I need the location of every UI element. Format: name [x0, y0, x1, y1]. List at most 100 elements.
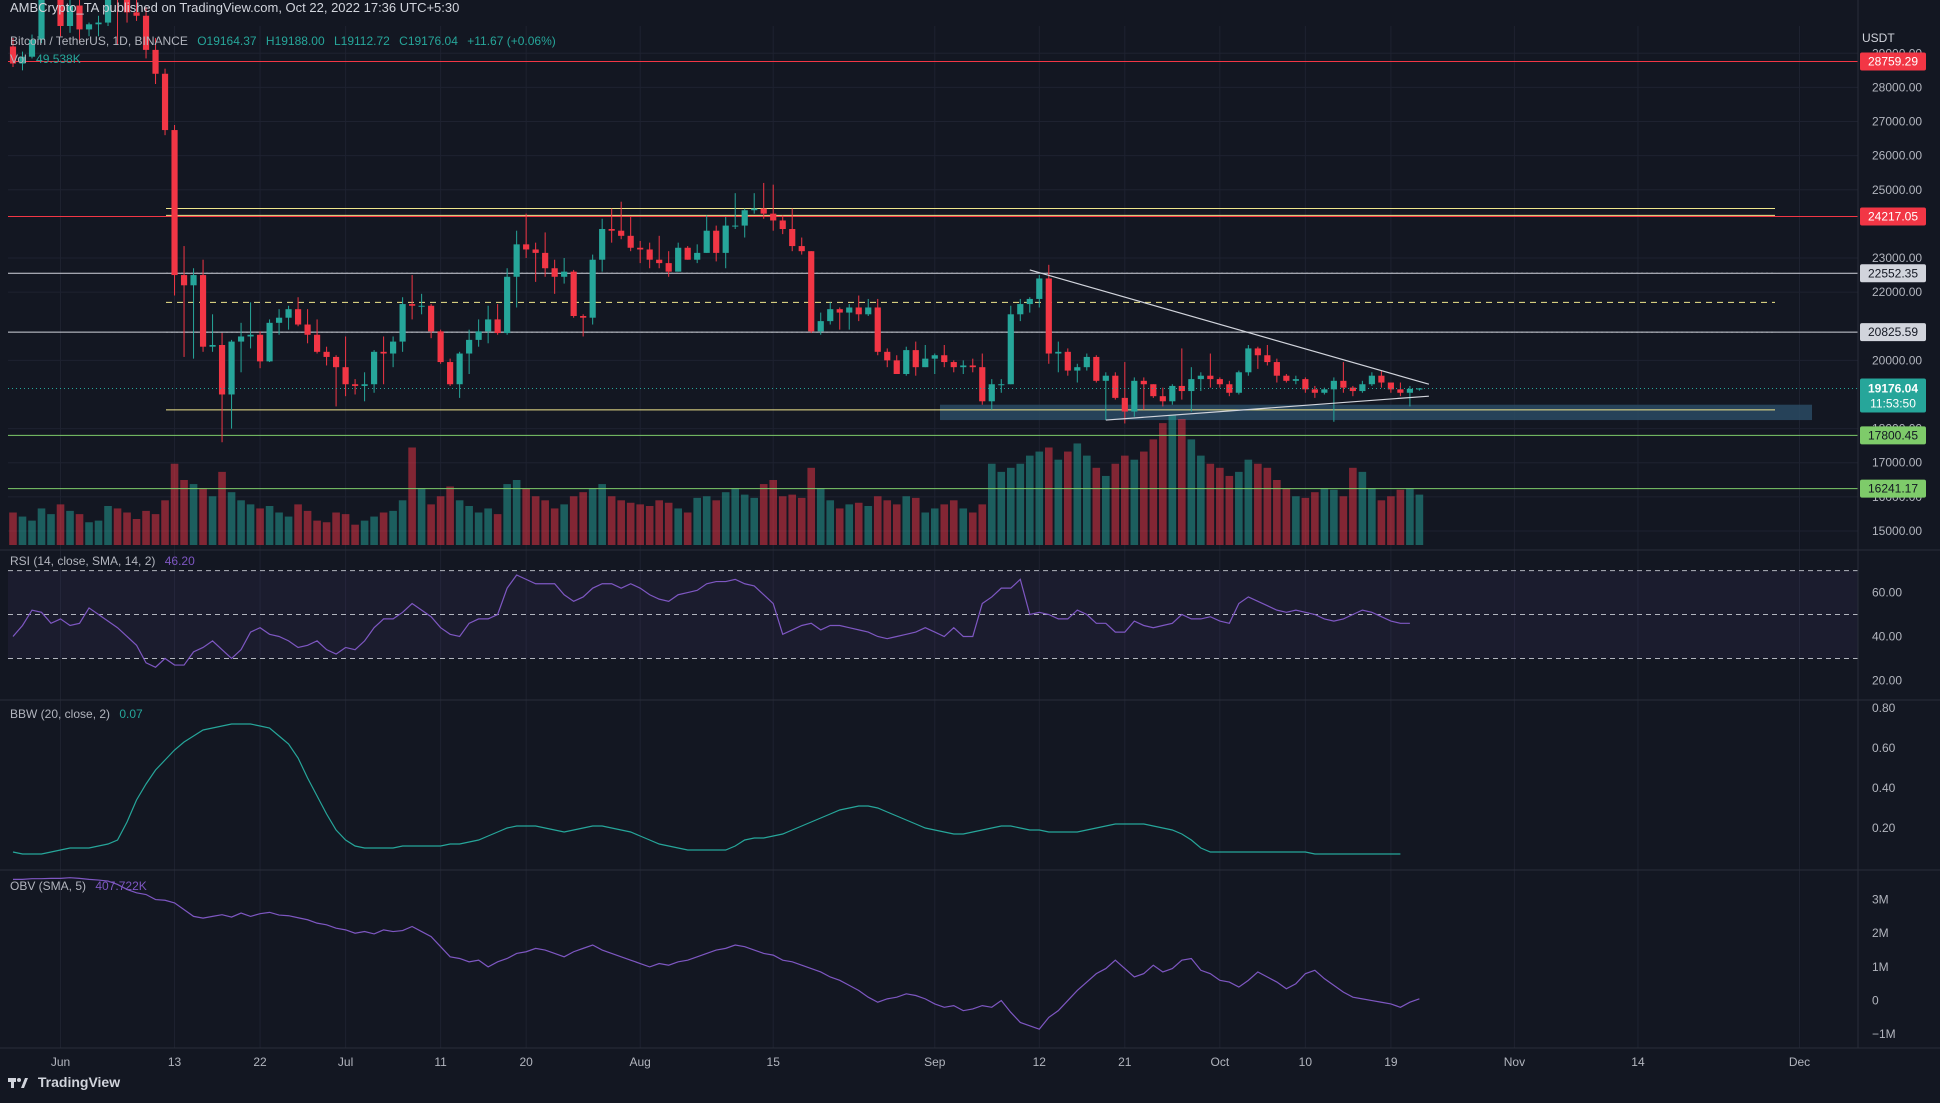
volume-bar: [512, 480, 521, 545]
volume-bar: [37, 508, 46, 545]
candle-body: [1150, 384, 1157, 397]
rsi-legend[interactable]: RSI (14, close, SMA, 14, 2) 46.20: [10, 554, 195, 568]
candle-body: [466, 339, 473, 354]
candle-body: [960, 365, 967, 368]
candle-body: [941, 355, 948, 363]
volume-bar: [75, 514, 84, 545]
obv-tick: −1M: [1872, 1027, 1896, 1041]
candle-body: [180, 275, 188, 286]
candle-body: [665, 263, 672, 272]
candle-body: [589, 259, 596, 318]
volume-bar: [351, 524, 359, 545]
volume-legend[interactable]: Vol 49.538K: [10, 52, 81, 66]
level-badge: [1860, 323, 1926, 342]
volume-bar: [883, 500, 892, 545]
volume-bar: [503, 484, 511, 545]
level-badge: [1860, 264, 1926, 283]
rsi-line: [12, 574, 1410, 668]
candle-body: [361, 384, 368, 386]
price-axis[interactable]: USDT29000.0028000.0027000.0026000.002500…: [8, 31, 1926, 538]
volume-bar: [664, 502, 673, 545]
level-badge: [1860, 52, 1926, 71]
candle-body: [1368, 375, 1375, 385]
candle-body: [988, 384, 995, 402]
volume-bar: [816, 488, 825, 545]
volume-value: 49.538K: [36, 52, 81, 66]
candle-body: [104, 0, 112, 23]
volume-bar: [940, 504, 949, 545]
candle-body: [1321, 389, 1328, 393]
volume-bar: [550, 508, 559, 545]
volume-bar: [493, 514, 502, 545]
candle-body: [1026, 298, 1033, 305]
candle-body: [637, 247, 644, 250]
candle-body: [1093, 356, 1100, 381]
candle-body: [1112, 375, 1119, 398]
volume-bar: [151, 514, 160, 545]
price-tick: 23000.00: [1872, 251, 1922, 265]
volume-bar: [826, 500, 835, 545]
volume-bar: [360, 520, 369, 545]
time-tick: 10: [1299, 1055, 1313, 1069]
candle-body: [494, 319, 501, 334]
volume-bar: [341, 514, 350, 545]
symbol-legend[interactable]: Bitcoin / TetherUS, 1D, BINANCE O19164.3…: [10, 34, 562, 48]
candle-body: [1045, 278, 1052, 354]
candle-body: [1311, 389, 1318, 393]
volume-bar: [322, 522, 331, 545]
candle-body: [713, 230, 720, 253]
candle-body: [485, 319, 492, 332]
current-price-badge: [1860, 378, 1926, 413]
candle-body: [304, 324, 311, 335]
tradingview-brand[interactable]: TradingView: [8, 1074, 120, 1090]
bbw-legend[interactable]: BBW (20, close, 2) 0.07: [10, 707, 143, 721]
volume-bar: [332, 512, 340, 545]
volume-bar: [313, 520, 321, 545]
volume-bar: [588, 488, 597, 545]
symbol-name[interactable]: Bitcoin / TetherUS, 1D, BINANCE: [10, 34, 188, 48]
candle-body: [865, 307, 872, 315]
volume-bar: [379, 512, 388, 545]
time-tick: 21: [1118, 1055, 1132, 1069]
volume-bar: [427, 504, 435, 545]
candle-body: [19, 56, 26, 64]
obv-legend[interactable]: OBV (SMA, 5) 407.722K: [10, 879, 147, 893]
volume-bar: [85, 522, 93, 545]
candle-body: [760, 208, 767, 214]
rsi-band: [8, 570, 1858, 659]
candle-body: [627, 235, 634, 248]
candle-body: [684, 247, 691, 260]
candle-body: [846, 307, 853, 313]
volume-bar: [189, 484, 198, 545]
volume-bar: [237, 500, 245, 545]
candle-body: [152, 49, 159, 74]
volume-bar: [1320, 488, 1329, 545]
volume-bar: [1092, 467, 1101, 545]
volume-bar: [693, 497, 701, 545]
volume-bar: [854, 502, 863, 545]
candle-body: [123, 0, 131, 13]
volume-bar: [1263, 467, 1272, 545]
candle-body: [950, 362, 957, 368]
candle-body: [1121, 397, 1128, 412]
volume-bar: [997, 471, 1006, 545]
descending-trendline: [1029, 269, 1430, 385]
volume-bar: [1197, 455, 1205, 545]
volume-bar: [959, 508, 968, 545]
volume-bar: [560, 504, 568, 545]
volume-bar: [47, 514, 55, 545]
candle-body: [599, 229, 606, 260]
rsi-pane: 60.00 40.00 20.00: [8, 570, 1902, 687]
candle-body: [342, 367, 349, 385]
time-axis[interactable]: Jun 13 22 Jul 11 20 Aug 15 Sep 12 21 Oct 10 19 Nov 14 De…: [51, 1055, 1810, 1069]
volume-bar: [712, 500, 720, 545]
volume-bar: [968, 512, 977, 545]
candle-body: [703, 230, 710, 253]
volume-bar: [522, 488, 530, 545]
volume-bar: [1130, 459, 1139, 545]
candle-body: [542, 252, 549, 269]
volume-bar: [1368, 488, 1376, 545]
time-tick: 22: [253, 1055, 267, 1069]
volume-bar: [579, 492, 587, 545]
